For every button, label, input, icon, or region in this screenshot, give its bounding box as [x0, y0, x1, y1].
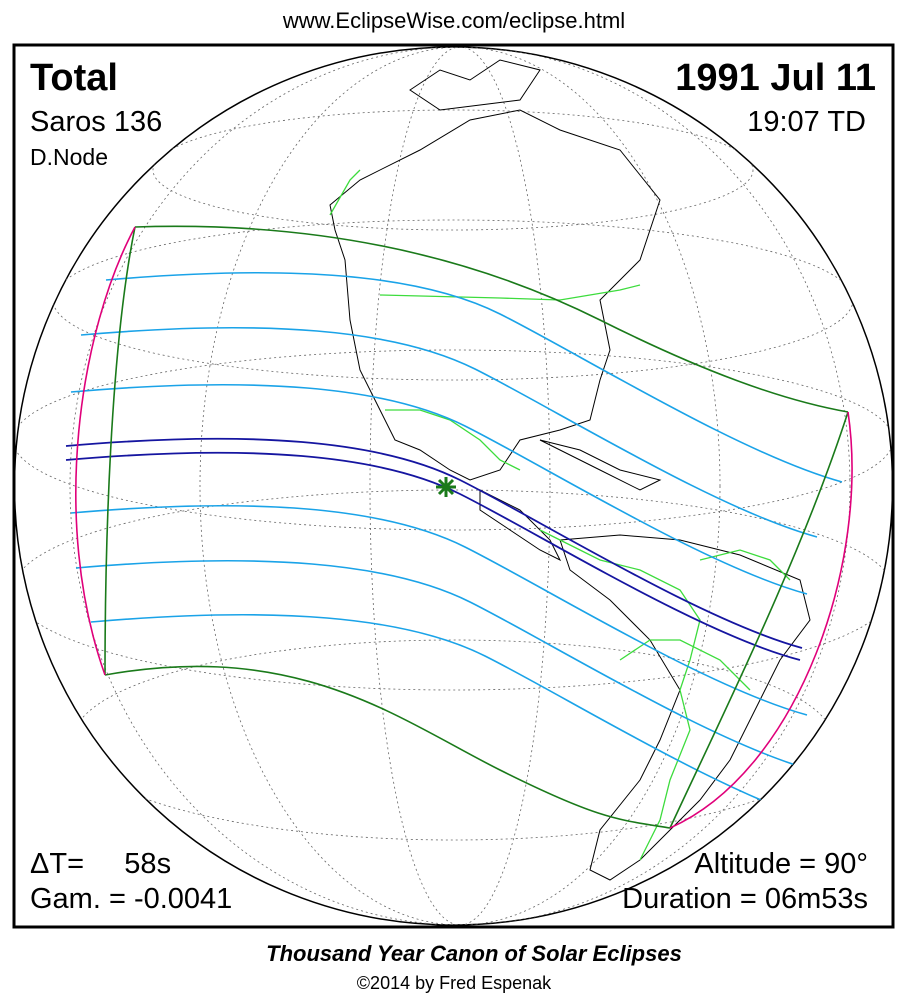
land	[329, 47, 811, 881]
footer-title: Thousand Year Canon of Solar Eclipses	[266, 941, 682, 966]
node: D.Node	[30, 144, 108, 170]
umbra-north	[65, 437, 803, 649]
eclipse-type: Total	[30, 57, 118, 99]
limit-east	[669, 411, 849, 829]
saros: Saros 136	[30, 106, 162, 138]
limit-north	[134, 225, 849, 413]
limit-west	[104, 226, 136, 676]
time: 19:07 TD	[747, 106, 866, 138]
altitude: Altitude = 90°	[694, 848, 868, 880]
globe	[13, 46, 894, 926]
penumbra-lines	[70, 271, 843, 825]
gamma: Gam. = -0.0041	[30, 883, 232, 915]
url: www.EclipseWise.com/eclipse.html	[282, 8, 625, 33]
umbra-south	[65, 451, 801, 661]
delta-t: ΔT= 58s	[30, 848, 171, 880]
set-curve	[669, 411, 853, 829]
date: 1991 Jul 11	[675, 57, 876, 99]
rise-curve	[75, 226, 136, 676]
duration: Duration = 06m53s	[622, 883, 868, 915]
borders	[329, 169, 791, 861]
greatest-eclipse	[436, 477, 456, 497]
footer-credit: ©2014 by Fred Espenak	[357, 973, 552, 993]
limit-south	[104, 665, 671, 829]
